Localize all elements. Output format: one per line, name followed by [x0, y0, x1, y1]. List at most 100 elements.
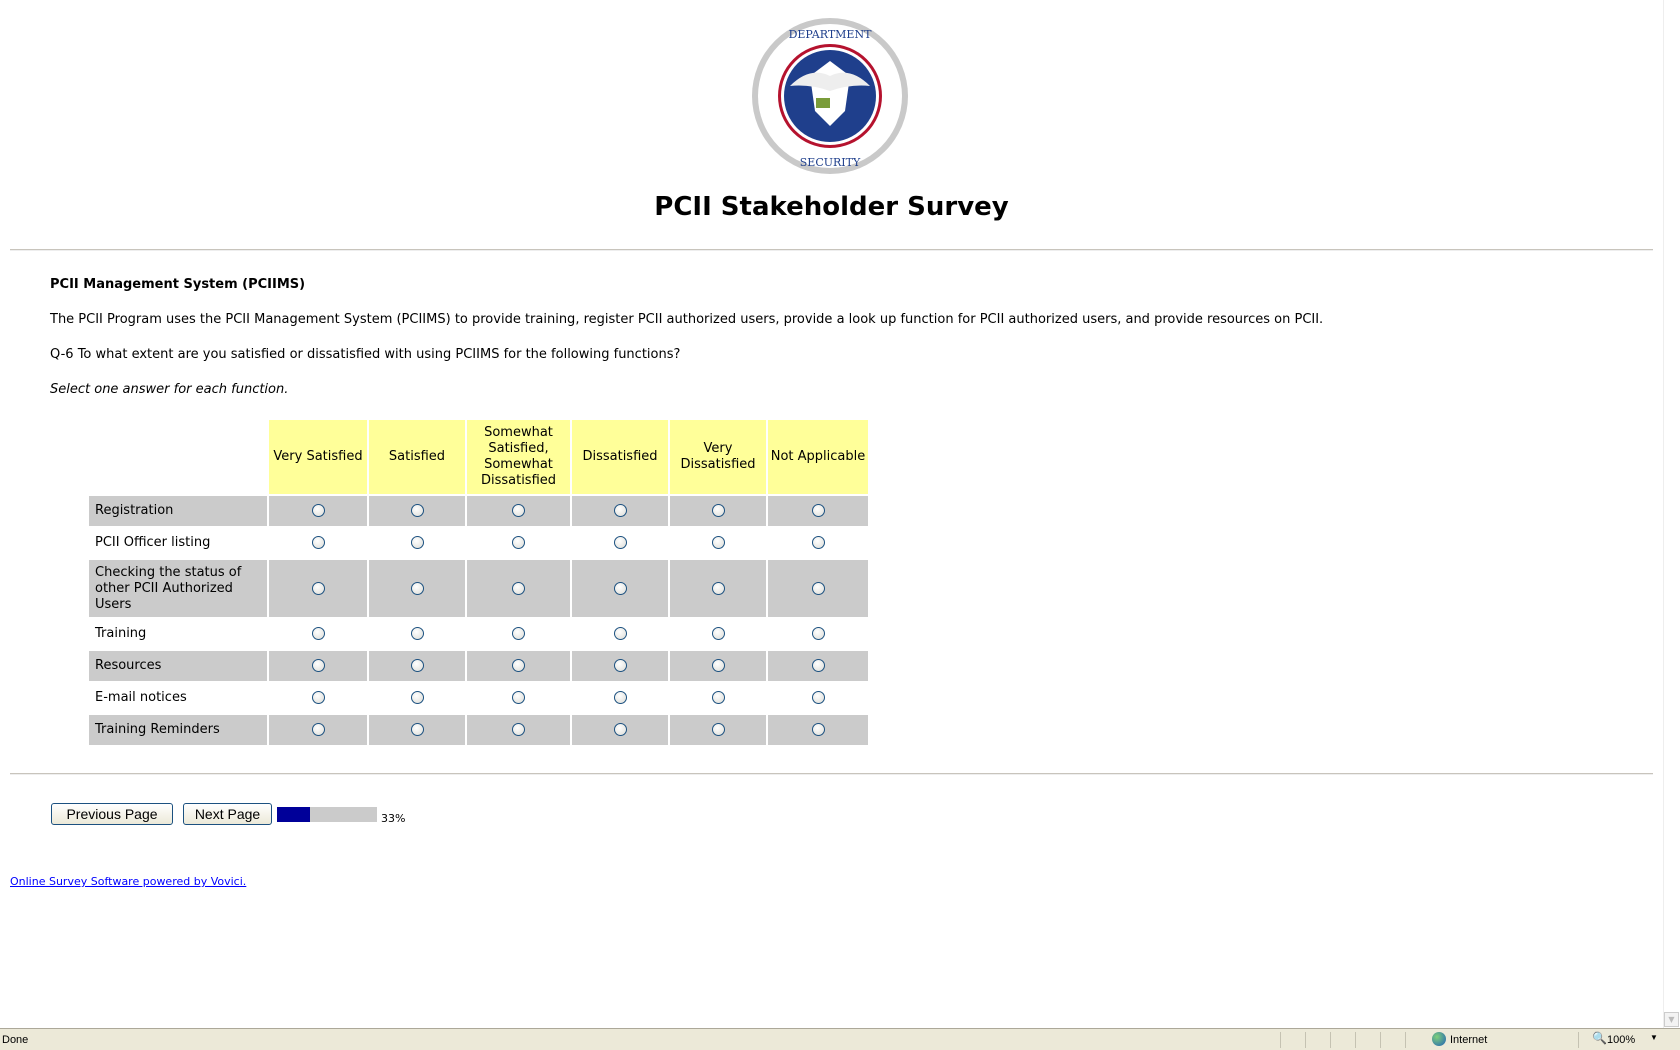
zoom-level[interactable]: 100%	[1607, 1034, 1636, 1046]
radio-cell	[768, 528, 868, 558]
intro-text: The PCII Program uses the PCII Managemen…	[50, 312, 1324, 327]
row-label: Training Reminders	[89, 715, 267, 745]
radio-button[interactable]	[311, 504, 325, 517]
divider	[10, 249, 1653, 251]
radio-button[interactable]	[811, 581, 825, 595]
zoom-icon[interactable]: 🔍	[1592, 1031, 1607, 1045]
vertical-scrollbar[interactable]: ▼	[1663, 0, 1680, 1028]
previous-page-button[interactable]: Previous Page	[51, 803, 173, 825]
radio-cell	[369, 528, 465, 558]
radio-button[interactable]	[311, 627, 325, 640]
row-label: Registration	[89, 496, 267, 526]
radio-button[interactable]	[512, 504, 525, 517]
status-text: Done	[2, 1034, 29, 1046]
radio-cell	[670, 528, 766, 558]
rating-matrix: Very Satisfied Satisfied Somewhat Satisfie…	[87, 418, 870, 747]
radio-button[interactable]	[613, 504, 627, 517]
vovici-link[interactable]: Online Survey Software powered by Vovici…	[10, 875, 247, 888]
radio-button[interactable]	[811, 627, 825, 640]
radio-cell	[467, 651, 570, 681]
radio-cell	[572, 715, 668, 745]
radio-cell	[369, 715, 465, 745]
radio-button[interactable]	[311, 581, 325, 595]
radio-cell	[768, 496, 868, 526]
zone-label: Internet	[1450, 1034, 1488, 1046]
table-row: Resources	[89, 651, 868, 681]
radio-cell	[269, 619, 367, 649]
radio-button[interactable]	[711, 504, 725, 517]
status-bar: Done Internet 🔍 100% ▼	[0, 1028, 1680, 1050]
column-header: Satisfied	[369, 420, 465, 494]
radio-button[interactable]	[512, 659, 525, 672]
radio-button[interactable]	[311, 536, 325, 549]
radio-button[interactable]	[410, 659, 424, 672]
radio-button[interactable]	[311, 691, 325, 704]
radio-cell	[670, 619, 766, 649]
radio-cell	[768, 683, 868, 713]
radio-button[interactable]	[811, 536, 825, 549]
radio-button[interactable]	[512, 536, 525, 549]
table-row: Registration	[89, 496, 868, 526]
radio-button[interactable]	[512, 723, 525, 736]
radio-cell	[572, 496, 668, 526]
radio-button[interactable]	[711, 581, 725, 595]
radio-cell	[572, 619, 668, 649]
column-header: Very Satisfied	[269, 420, 367, 494]
radio-cell	[670, 651, 766, 681]
radio-cell	[467, 715, 570, 745]
globe-icon	[1432, 1032, 1446, 1046]
radio-cell	[369, 496, 465, 526]
radio-button[interactable]	[410, 536, 424, 549]
radio-button[interactable]	[811, 723, 825, 736]
blank-header	[89, 420, 267, 494]
radio-button[interactable]	[410, 581, 424, 595]
radio-button[interactable]	[410, 691, 424, 704]
radio-cell	[467, 496, 570, 526]
radio-button[interactable]	[613, 536, 627, 549]
radio-button[interactable]	[613, 581, 627, 595]
radio-button[interactable]	[811, 659, 825, 672]
radio-button[interactable]	[811, 691, 825, 704]
zoom-dropdown-icon[interactable]: ▼	[1650, 1033, 1658, 1042]
radio-cell	[572, 651, 668, 681]
radio-cell	[369, 683, 465, 713]
radio-button[interactable]	[410, 723, 424, 736]
radio-cell	[369, 651, 465, 681]
radio-button[interactable]	[711, 627, 725, 640]
radio-cell	[768, 619, 868, 649]
radio-button[interactable]	[613, 723, 627, 736]
row-label: Training	[95, 626, 147, 641]
radio-button[interactable]	[613, 627, 627, 640]
next-page-button[interactable]: Next Page	[183, 803, 272, 825]
radio-button[interactable]	[711, 691, 725, 704]
radio-button[interactable]	[711, 723, 725, 736]
radio-cell	[670, 560, 766, 617]
radio-cell	[467, 528, 570, 558]
table-row: E-mail notices	[89, 683, 868, 713]
column-header: Very Dissatisfied	[670, 420, 766, 494]
progress-label: 33%	[381, 812, 406, 825]
radio-button[interactable]	[311, 723, 325, 736]
radio-cell	[467, 560, 570, 617]
radio-button[interactable]	[711, 536, 725, 549]
radio-button[interactable]	[512, 581, 525, 595]
table-row: Checking the status of other PCII Author…	[89, 560, 868, 617]
radio-button[interactable]	[512, 627, 525, 640]
radio-button[interactable]	[613, 659, 627, 672]
radio-cell	[572, 560, 668, 617]
scroll-down-arrow-icon[interactable]: ▼	[1664, 1012, 1679, 1027]
table-row: PCII Officer listing	[89, 528, 868, 558]
radio-button[interactable]	[811, 504, 825, 517]
radio-cell	[269, 496, 367, 526]
radio-button[interactable]	[512, 691, 525, 704]
radio-button[interactable]	[311, 659, 325, 672]
radio-cell	[467, 619, 570, 649]
radio-button[interactable]	[711, 659, 725, 672]
radio-button[interactable]	[410, 504, 424, 517]
radio-cell	[768, 715, 868, 745]
radio-button[interactable]	[410, 627, 424, 640]
radio-cell	[269, 528, 367, 558]
radio-cell	[572, 683, 668, 713]
radio-button[interactable]	[613, 691, 627, 704]
row-label: Resources	[89, 651, 267, 681]
